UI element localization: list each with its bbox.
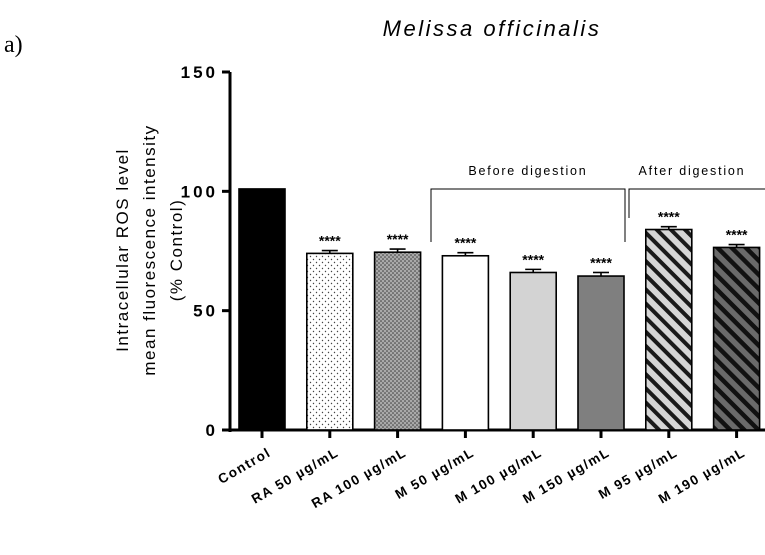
- bar: [509, 271, 558, 431]
- bar: [712, 246, 761, 431]
- group-bracket: [628, 188, 765, 218]
- bar: [305, 252, 354, 431]
- y-axis: 0 50 100 150: [181, 63, 232, 440]
- y-axis-label: Intracellular ROS level mean fluorescence…: [113, 124, 186, 375]
- significance-label: ****: [387, 231, 409, 247]
- significance-label: ****: [726, 227, 748, 243]
- group-bracket: [430, 188, 626, 242]
- significance-label: ****: [319, 233, 341, 249]
- y-axis-label-line: (% Control): [167, 199, 186, 301]
- group-brackets: Before digestion After digestion: [430, 164, 765, 242]
- chart-title: Melissa officinalis: [383, 16, 602, 41]
- y-tick-label: 0: [206, 421, 218, 440]
- x-tick-label: Control: [215, 445, 273, 487]
- group-label: Before digestion: [468, 164, 587, 178]
- y-tick-label: 100: [181, 182, 218, 201]
- bars: **** **** **** **** **** **** ****: [238, 188, 761, 431]
- y-tick-label: 50: [193, 302, 218, 321]
- significance-label: ****: [590, 254, 612, 270]
- significance-label: ****: [522, 251, 544, 267]
- bar: [238, 188, 286, 431]
- bar: [441, 254, 490, 431]
- y-axis-label-line: Intracellular ROS level: [113, 148, 132, 352]
- bar: [644, 228, 693, 431]
- group-label: After digestion: [639, 164, 746, 178]
- panel-label: a): [4, 32, 23, 58]
- significance-label: ****: [658, 209, 680, 225]
- y-tick-label: 150: [181, 63, 218, 82]
- significance-label: ****: [455, 235, 477, 251]
- bar: [577, 275, 625, 431]
- y-axis-label-line: mean fluorescence intensity: [140, 124, 159, 375]
- bar: [373, 251, 422, 431]
